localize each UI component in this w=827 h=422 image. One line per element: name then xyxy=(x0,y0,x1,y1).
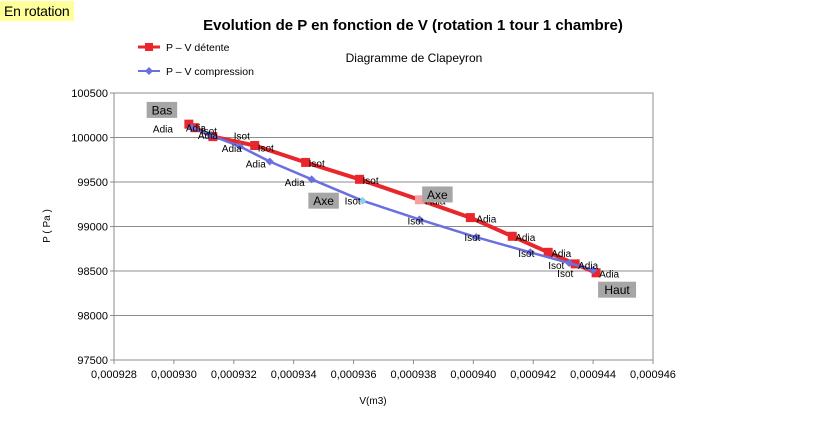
data-point-compression xyxy=(235,142,244,151)
y-axis-title: P ( Pa ) xyxy=(42,209,53,243)
x-tick-label: 0,000944 xyxy=(570,369,616,381)
legend-label-2: P – V compression xyxy=(166,66,254,78)
x-tick-label: 0,000936 xyxy=(331,369,377,381)
position-label: Bas xyxy=(152,103,173,117)
point-annotation: Adia xyxy=(246,159,266,170)
data-point-compression xyxy=(205,130,214,139)
y-tick-label: 100000 xyxy=(71,133,108,145)
data-point-compression xyxy=(358,196,367,205)
data-point-compression xyxy=(307,175,316,184)
point-annotation: Adia xyxy=(551,249,571,260)
x-tick-label: 0,000928 xyxy=(91,369,137,381)
data-point-compression xyxy=(415,215,424,224)
point-annotation: Isot xyxy=(518,249,534,260)
point-annotation: Isot xyxy=(234,131,250,142)
data-point-detente xyxy=(414,195,424,205)
position-label: Axe xyxy=(427,188,448,202)
position-label: Axe xyxy=(313,194,334,208)
point-annotation: Isot xyxy=(201,126,217,137)
data-point-compression xyxy=(187,123,196,132)
data-point-detente xyxy=(250,141,260,151)
x-tick-label: 0,000946 xyxy=(630,369,676,381)
chart-title: Evolution de P en fonction de V (rotatio… xyxy=(203,17,623,34)
data-point-compression xyxy=(472,233,481,242)
data-point-detente xyxy=(301,157,311,167)
point-annotation: Adia xyxy=(476,214,496,225)
x-axis-title: V(m3) xyxy=(359,396,386,407)
point-annotation: Isot xyxy=(407,216,423,227)
data-point-compression xyxy=(589,266,598,275)
data-point-detente xyxy=(591,268,601,278)
point-annotation: Isot xyxy=(258,143,274,154)
point-annotation: Adia xyxy=(515,233,535,244)
data-point-compression xyxy=(265,157,274,166)
position-label-box xyxy=(422,186,453,203)
x-tick-label: 0,000942 xyxy=(510,369,556,381)
point-annotation: Adia xyxy=(153,125,173,136)
y-tick-label: 97500 xyxy=(77,355,108,367)
x-tick-label: 0,000940 xyxy=(450,369,496,381)
point-annotation: Isot xyxy=(464,233,480,244)
y-tick-label: 99000 xyxy=(77,222,108,234)
x-tick-label: 0,000932 xyxy=(211,369,257,381)
data-point-compression xyxy=(565,258,574,267)
legend-marker-compression xyxy=(145,67,153,75)
position-label-box xyxy=(598,281,637,298)
position-label: Haut xyxy=(604,283,630,297)
chart-subtitle: Diagramme de Clapeyron xyxy=(346,51,483,65)
mode-tag: En rotation xyxy=(0,1,74,21)
data-point-detente xyxy=(355,174,365,184)
point-annotation: Isot xyxy=(345,197,361,208)
point-annotation: Adia xyxy=(222,144,242,155)
y-tick-label: 98500 xyxy=(77,266,108,278)
legend-label-1: P – V détente xyxy=(166,42,230,54)
position-label-box xyxy=(146,101,178,118)
y-tick-label: 100500 xyxy=(71,88,108,100)
x-tick-label: 0,000930 xyxy=(151,369,197,381)
point-annotation: Isot xyxy=(363,176,379,187)
point-annotation: Adia xyxy=(198,131,218,142)
point-annotation: Isot xyxy=(309,159,325,170)
data-point-detente xyxy=(184,119,194,129)
point-annotation: Adia xyxy=(599,270,619,281)
point-annotation: Isot xyxy=(548,261,564,272)
point-annotation: Adia xyxy=(578,261,598,272)
point-annotation: Adia xyxy=(285,178,305,189)
point-annotation: Adia xyxy=(186,123,206,134)
position-label-box xyxy=(308,192,339,209)
data-point-detente xyxy=(465,213,475,223)
data-point-compression xyxy=(526,248,535,257)
data-point-detente xyxy=(543,247,553,257)
legend-marker-detente xyxy=(145,43,153,51)
y-tick-label: 98000 xyxy=(77,311,108,323)
x-tick-label: 0,000938 xyxy=(390,369,436,381)
x-tick-label: 0,000934 xyxy=(271,369,317,381)
point-annotation: Isot xyxy=(557,269,573,280)
y-tick-label: 99500 xyxy=(77,177,108,189)
data-point-detente xyxy=(507,231,517,241)
